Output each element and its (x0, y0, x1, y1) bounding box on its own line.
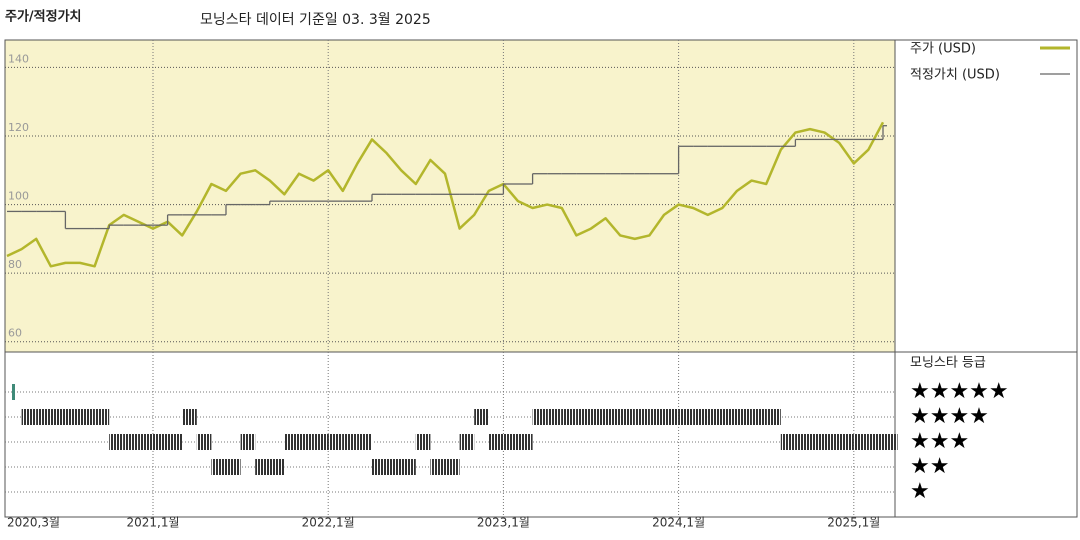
rating-bar (839, 434, 854, 450)
chart-subtitle: 모닝스타 데이터 기준일 03. 3월 2025 (200, 12, 431, 28)
rating-bar (737, 409, 752, 425)
y-tick-label: 100 (8, 190, 29, 203)
rating-bar (12, 384, 15, 400)
rating-bar (780, 434, 796, 450)
x-tick-label: 2024,1월 (652, 516, 705, 530)
rating-bar (518, 434, 533, 450)
x-tick-label: 2020,3월 (7, 516, 60, 530)
rating-bar (21, 409, 37, 425)
rating-bar (240, 434, 256, 450)
rating-bar (488, 434, 504, 450)
rating-bar (313, 434, 329, 450)
rating-title: 모닝스타 등급 (910, 356, 986, 371)
rating-bar (547, 409, 562, 425)
rating-bar (693, 409, 708, 425)
x-tick-label: 2022,1월 (302, 516, 355, 530)
rating-bar (269, 459, 285, 475)
rating-bar (65, 409, 80, 425)
rating-bar (620, 409, 635, 425)
rating-bar (211, 459, 226, 475)
rating-bar (707, 409, 723, 425)
rating-level: ★★★★ (910, 404, 989, 429)
rating-bar (883, 434, 898, 450)
rating-bar (591, 409, 606, 425)
rating-bar (342, 434, 358, 450)
legend-label: 적정가치 (USD) (910, 68, 1000, 83)
rating-bar (853, 434, 869, 450)
rating-bar (459, 434, 475, 450)
rating-bar (109, 434, 124, 450)
rating-level: ★ (910, 479, 930, 504)
y-tick-label: 140 (8, 52, 29, 65)
frame (4, 39, 1078, 518)
rating-bar (576, 409, 591, 425)
rating-bar (868, 434, 883, 450)
rating-bar (766, 409, 781, 425)
rating-bar (430, 459, 445, 475)
y-tick-label: 80 (8, 258, 22, 271)
rating-bar (167, 434, 183, 450)
y-tick-label: 120 (8, 121, 29, 134)
rating-bar (561, 409, 577, 425)
rating-bar (328, 434, 343, 450)
x-tick-label: 2021,1월 (126, 516, 179, 530)
rating-bar (751, 409, 767, 425)
rating-bar (445, 459, 460, 475)
rating-bar (94, 409, 110, 425)
rating-level: ★★★ (910, 429, 969, 454)
legend-label: 주가 (USD) (910, 42, 976, 57)
rating-bar (415, 434, 431, 450)
rating-bar (372, 459, 387, 475)
rating-bar (386, 459, 402, 475)
rating-bar (532, 409, 548, 425)
rating-bar (664, 409, 679, 425)
rating-level: ★★★★★ (910, 379, 1009, 404)
rating-bar (605, 409, 621, 425)
rating-bar (503, 434, 518, 450)
rating-bar (722, 409, 737, 425)
rating-bar (80, 409, 95, 425)
rating-bar (678, 409, 694, 425)
rating-bar (255, 459, 270, 475)
rating-bar (824, 434, 840, 450)
rating-bar (226, 459, 241, 475)
rating-bar (196, 434, 212, 450)
rating-bar (474, 409, 489, 425)
rating-bar (299, 434, 314, 450)
rating-level: ★★ (910, 454, 949, 479)
rating-bar (138, 434, 153, 450)
price-line (6, 121, 885, 268)
rating-bar (649, 409, 664, 425)
x-tick-label: 2025,1월 (827, 516, 880, 530)
chart-title: 주가/적정가치 (5, 9, 82, 25)
rating-bar (50, 409, 66, 425)
rating-bar (795, 434, 810, 450)
rating-bar (36, 409, 51, 425)
rating-bar (123, 434, 139, 450)
rating-bar (357, 434, 372, 450)
rating-bar (284, 434, 299, 450)
rating-bar (153, 434, 168, 450)
rating-bar (634, 409, 650, 425)
y-tick-label: 60 (8, 327, 22, 340)
rating-bar (810, 434, 825, 450)
rating-bar (401, 459, 416, 475)
x-tick-label: 2023,1월 (477, 516, 530, 530)
rating-bar (182, 409, 197, 425)
